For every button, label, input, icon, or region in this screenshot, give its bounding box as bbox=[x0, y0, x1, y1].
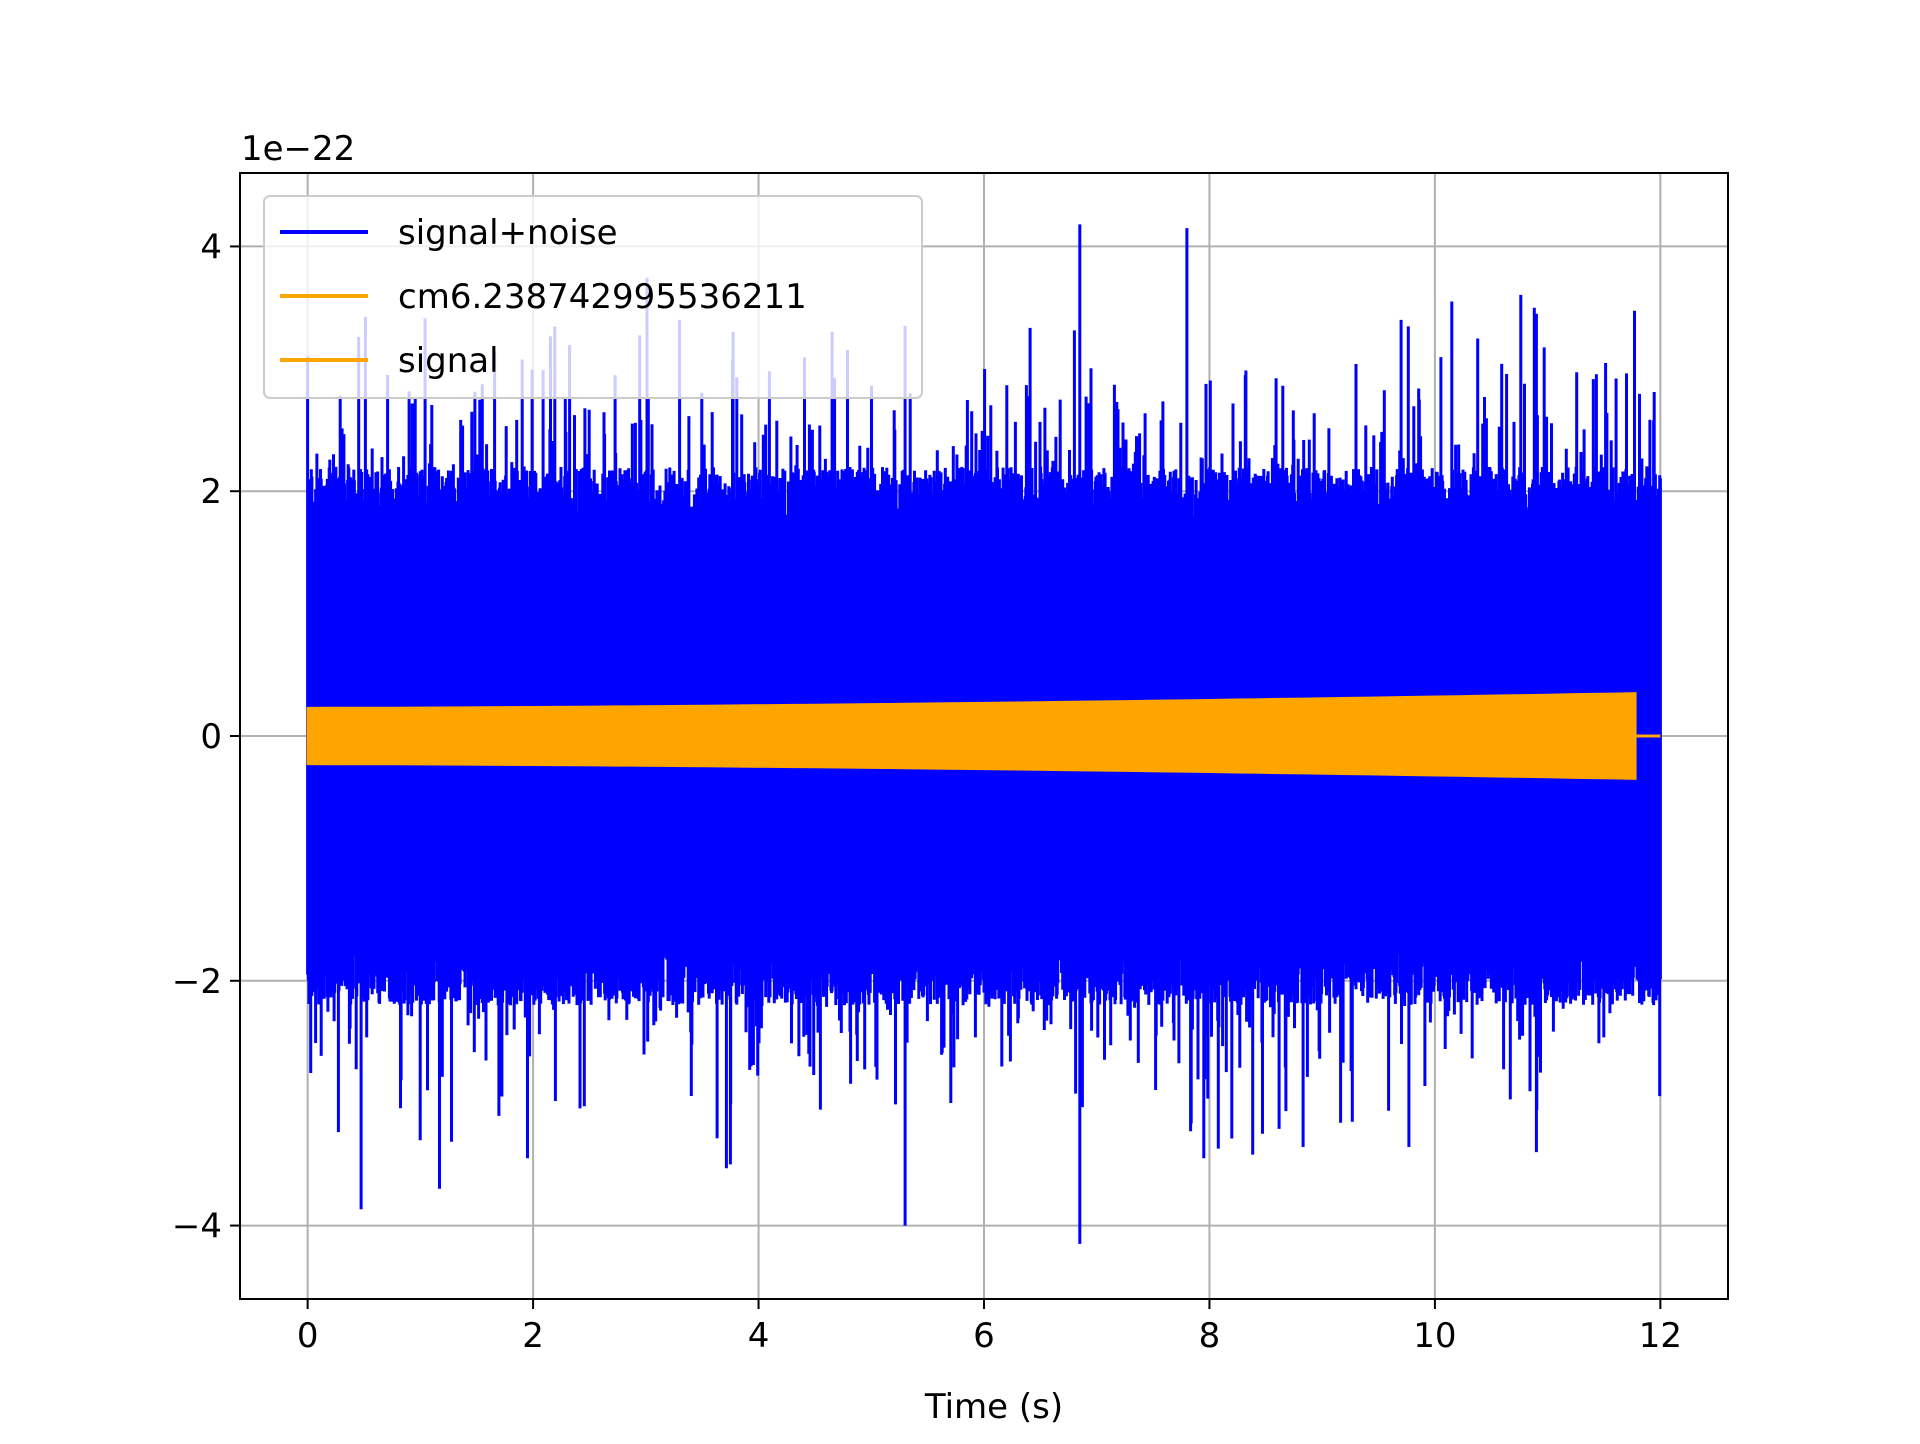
x-tick-label: 6 bbox=[973, 1316, 995, 1356]
series-layer bbox=[306, 224, 1662, 1244]
x-tick-label: 4 bbox=[748, 1316, 770, 1356]
legend-label: cm6.238742995536211 bbox=[398, 277, 807, 317]
axis-ticks: 0 2 4 6 8 10 12 −4 −2 0 2 4 bbox=[172, 227, 1682, 1356]
x-tick-label: 0 bbox=[297, 1316, 319, 1356]
x-tick-label: 2 bbox=[522, 1316, 544, 1356]
legend-label: signal bbox=[398, 341, 499, 381]
y-tick-label: −4 bbox=[172, 1207, 222, 1247]
legend-label: signal+noise bbox=[398, 213, 618, 253]
x-tick-label: 8 bbox=[1199, 1316, 1221, 1356]
y-tick-label: −2 bbox=[172, 962, 222, 1002]
series-band-signal bbox=[306, 692, 1637, 780]
x-tick-label: 12 bbox=[1639, 1316, 1682, 1356]
x-axis-label: Time (s) bbox=[924, 1387, 1063, 1427]
y-tick-label: 2 bbox=[200, 472, 222, 512]
y-tick-label: 0 bbox=[200, 717, 222, 757]
legend-box bbox=[263, 195, 923, 399]
x-tick-label: 10 bbox=[1413, 1316, 1456, 1356]
y-axis-offset-label: 1e−22 bbox=[241, 129, 355, 169]
y-tick-label: 4 bbox=[200, 227, 222, 267]
legend: signal+noise cm6.238742995536211 signal bbox=[263, 195, 923, 399]
